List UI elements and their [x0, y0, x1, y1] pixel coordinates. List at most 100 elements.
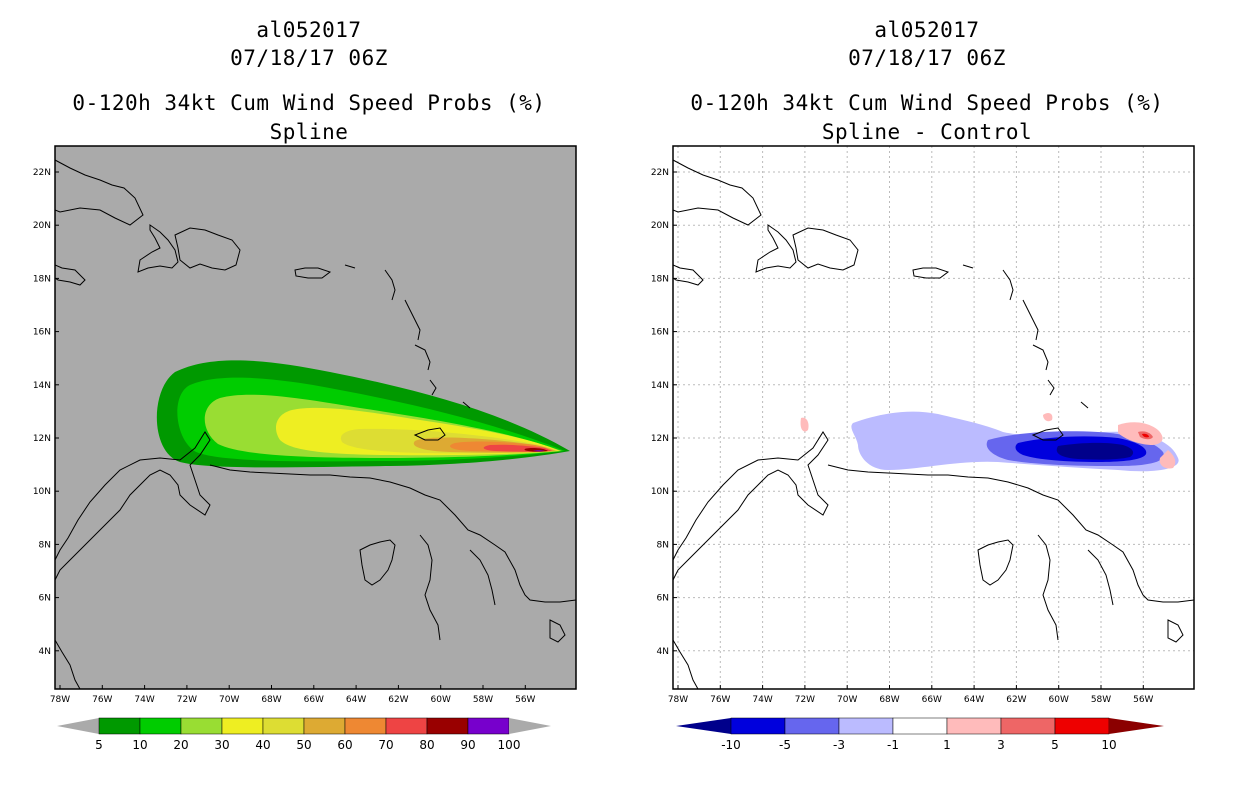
colorbar-label: 10	[132, 738, 147, 752]
left-storm-id: al052017	[256, 18, 362, 42]
lon-label: 56W	[515, 695, 535, 705]
lon-label: 64W	[346, 695, 366, 705]
colorbar-box	[730, 717, 786, 735]
colorbar-label: -5	[779, 738, 791, 752]
lon-label: 58W	[473, 695, 493, 705]
lat-label: 8N	[657, 540, 669, 550]
left-title: 0-120h 34kt Cum Wind Speed Probs (%)	[72, 91, 546, 115]
lat-label: 14N	[651, 381, 669, 391]
colorbar-label: 1	[943, 738, 951, 752]
lon-label: 66W	[304, 695, 324, 705]
lat-label: 16N	[651, 328, 669, 338]
colorbar-box	[344, 717, 387, 735]
lat-label: 22N	[33, 168, 51, 178]
left-coastlines	[55, 159, 576, 689]
left-subtitle: Spline	[269, 120, 349, 144]
lat-label: 18N	[651, 274, 669, 284]
colorbar-label: 50	[296, 738, 311, 752]
colorbar-label: 3	[997, 738, 1005, 752]
colorbar-box	[1000, 717, 1056, 735]
lon-label: 70W	[219, 695, 239, 705]
lon-label: 70W	[837, 695, 857, 705]
lat-label: 18N	[33, 274, 51, 284]
right-difference-shading	[800, 411, 1179, 472]
colorbar-box	[1054, 717, 1110, 735]
colorbar-arrow-right	[1109, 718, 1164, 734]
left-colorbar: 5 10 20 30 40 50 60 70 80 90 100	[57, 717, 551, 752]
colorbar-arrow-right	[509, 718, 551, 734]
lon-label: 68W	[261, 695, 281, 705]
lat-label: 20N	[651, 221, 669, 231]
lon-label: 62W	[388, 695, 408, 705]
lat-label: 14N	[33, 381, 51, 391]
colorbar-box	[139, 717, 182, 735]
colorbar-label: 20	[173, 738, 188, 752]
colorbar-label: 10	[1101, 738, 1116, 752]
colorbar-arrow-left	[57, 718, 99, 734]
lon-label: 74W	[752, 695, 772, 705]
colorbar-label: 80	[419, 738, 434, 752]
right-panel: al052017 07/18/17 06Z 0-120h 34kt Cum Wi…	[618, 0, 1236, 800]
lon-label: 78W	[50, 695, 70, 705]
lat-label: 4N	[657, 647, 669, 657]
lon-label: 60W	[431, 695, 451, 705]
lat-label: 6N	[657, 594, 669, 604]
lon-label: 74W	[134, 695, 154, 705]
colorbar-box	[385, 717, 428, 735]
lon-label: 64W	[964, 695, 984, 705]
lat-label: 10N	[651, 487, 669, 497]
lat-label: 22N	[651, 168, 669, 178]
colorbar-box	[180, 717, 223, 735]
lon-label: 78W	[668, 695, 688, 705]
lon-label: 68W	[879, 695, 899, 705]
lon-label: 62W	[1006, 695, 1026, 705]
lat-label: 12N	[651, 434, 669, 444]
colorbar-label: -1	[887, 738, 899, 752]
colorbar-box	[467, 717, 510, 735]
lat-label: 8N	[39, 540, 51, 550]
colorbar-label: 30	[214, 738, 229, 752]
lat-label: 16N	[33, 328, 51, 338]
colorbar-label: -10	[721, 738, 741, 752]
lon-label: 56W	[1133, 695, 1153, 705]
colorbar-box	[426, 717, 469, 735]
right-map: 22N 20N 18N 16N 14N 12N 10N 8N 6N 4N 78W 76W 74W 72W…	[651, 145, 1195, 705]
lon-label: 66W	[922, 695, 942, 705]
lon-label: 72W	[795, 695, 815, 705]
lat-label: 4N	[39, 647, 51, 657]
colorbar-box	[262, 717, 305, 735]
colorbar-arrow-left	[676, 718, 731, 734]
lat-label: 20N	[33, 221, 51, 231]
right-title: 0-120h 34kt Cum Wind Speed Probs (%)	[690, 91, 1164, 115]
colorbar-box	[838, 717, 894, 735]
right-colorbar: -10 -5 -3 -1 1 3 5 10	[676, 717, 1164, 752]
colorbar-label: 100	[498, 738, 521, 752]
lat-label: 6N	[39, 594, 51, 604]
colorbar-box	[221, 717, 264, 735]
lon-label: 60W	[1049, 695, 1069, 705]
colorbar-box	[892, 717, 948, 735]
colorbar-label: 70	[378, 738, 393, 752]
colorbar-label: 5	[95, 738, 103, 752]
left-probability-shading	[156, 360, 570, 468]
colorbar-label: 60	[337, 738, 352, 752]
colorbar-label: 5	[1051, 738, 1059, 752]
right-storm-id: al052017	[874, 18, 980, 42]
lon-label: 58W	[1091, 695, 1111, 705]
colorbar-box	[303, 717, 346, 735]
right-coastlines	[673, 159, 1194, 689]
colorbar-box	[946, 717, 1002, 735]
lon-label: 76W	[710, 695, 730, 705]
left-datetime: 07/18/17 06Z	[230, 46, 388, 70]
lat-label: 10N	[33, 487, 51, 497]
right-subtitle: Spline - Control	[821, 120, 1033, 144]
lat-label: 12N	[33, 434, 51, 444]
lon-label: 72W	[177, 695, 197, 705]
left-map: 22N 20N 18N 16N 14N 12N 10N 8N 6N 4N 78W 76W 74W 72W…	[33, 145, 577, 705]
left-panel: al052017 07/18/17 06Z 0-120h 34kt Cum Wi…	[33, 18, 577, 752]
colorbar-label: 40	[255, 738, 270, 752]
lon-label: 76W	[92, 695, 112, 705]
colorbar-label: 90	[460, 738, 475, 752]
colorbar-box	[784, 717, 840, 735]
colorbar-label: -3	[833, 738, 845, 752]
